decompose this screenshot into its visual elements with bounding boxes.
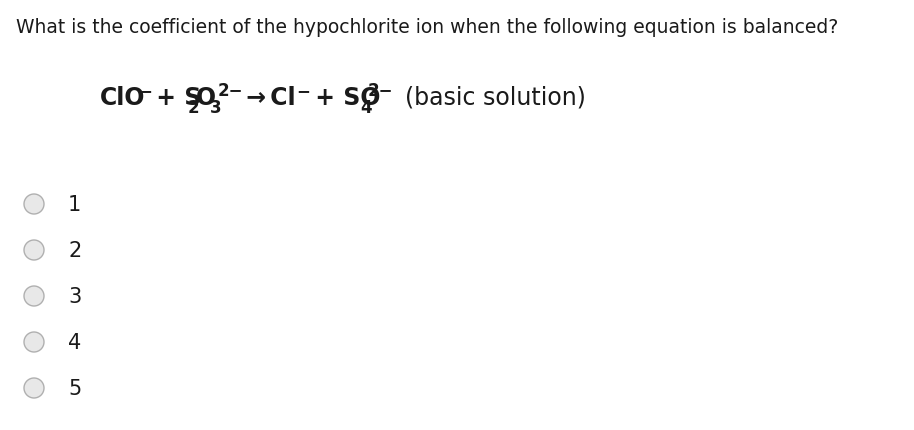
Text: ClO: ClO (100, 86, 145, 110)
Text: 5: 5 (68, 378, 81, 398)
Text: −: − (296, 82, 310, 100)
Text: 3: 3 (68, 286, 81, 306)
Text: + S: + S (148, 86, 201, 110)
Text: What is the coefficient of the hypochlorite ion when the following equation is b: What is the coefficient of the hypochlor… (16, 18, 838, 37)
Text: −: − (138, 82, 152, 100)
Circle shape (24, 378, 44, 398)
Text: + SO: + SO (307, 86, 380, 110)
Text: 4: 4 (68, 332, 81, 352)
Circle shape (24, 286, 44, 306)
Text: 2: 2 (188, 99, 199, 117)
Text: Cl: Cl (262, 86, 295, 110)
Text: 2: 2 (68, 240, 81, 261)
Circle shape (24, 194, 44, 215)
Text: 2−: 2− (368, 82, 394, 100)
Text: 2−: 2− (218, 82, 243, 100)
Text: (basic solution): (basic solution) (390, 86, 586, 110)
Text: O: O (196, 86, 216, 110)
Text: 1: 1 (68, 194, 81, 215)
Circle shape (24, 332, 44, 352)
Text: 4: 4 (360, 99, 372, 117)
Text: 3: 3 (210, 99, 221, 117)
Text: →: → (238, 86, 266, 110)
Circle shape (24, 240, 44, 261)
